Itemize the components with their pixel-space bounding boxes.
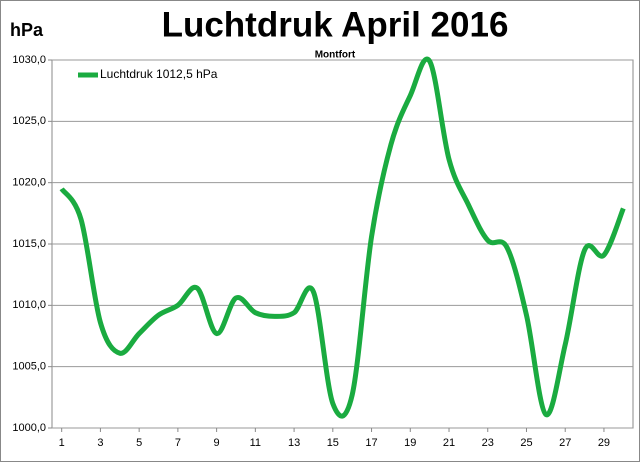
x-tick-label: 11 [250,437,261,449]
chart-title: Luchtdruk April 2016 [162,5,509,44]
x-tick-label: 7 [175,437,181,449]
x-tick-label: 9 [214,437,220,449]
y-tick-label: 1010,0 [12,299,46,311]
y-tick-label: 1025,0 [12,115,46,127]
x-tick-label: 13 [288,437,300,449]
legend-label: Luchtdruk 1012,5 hPa [100,67,218,81]
y-tick-label: 1000,0 [12,422,46,434]
x-tick-label: 27 [559,437,571,449]
x-tick-label: 21 [443,437,455,449]
x-tick-label: 1 [59,437,65,449]
y-tick-label: 1005,0 [12,361,46,373]
x-tick-label: 23 [482,437,494,449]
x-tick-label: 19 [404,437,416,449]
x-tick-label: 3 [97,437,103,449]
y-tick-label: 1030,0 [12,54,46,66]
x-tick-label: 17 [365,437,377,449]
y-axis-label: hPa [10,20,44,40]
y-tick-label: 1015,0 [12,238,46,250]
x-tick-label: 25 [520,437,532,449]
x-tick-label: 15 [327,437,339,449]
chart-subtitle: Montfort [315,50,356,61]
y-tick-label: 1020,0 [12,177,46,189]
x-tick-label: 29 [598,437,610,449]
data-line [59,56,626,419]
x-tick-label: 5 [136,437,142,449]
